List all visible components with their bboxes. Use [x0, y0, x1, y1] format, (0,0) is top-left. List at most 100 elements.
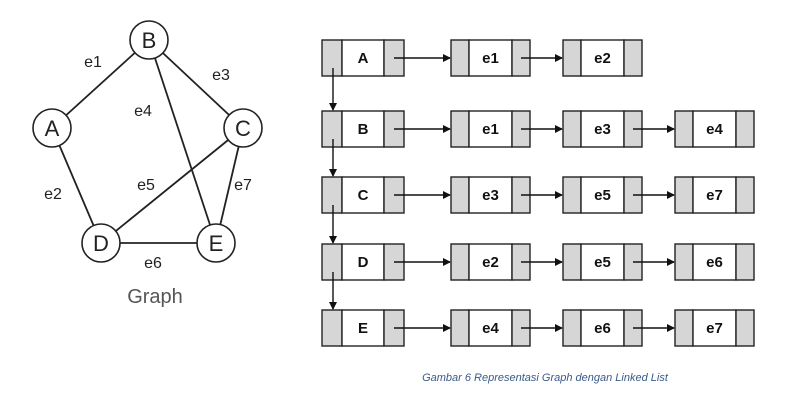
list-node-C-e3-part-0	[450, 176, 470, 214]
list-node-A-e2-part-1	[580, 39, 625, 77]
graph-title: Graph	[127, 286, 183, 308]
graph-node-C	[223, 108, 263, 148]
list-node-B-e1: e1	[450, 110, 531, 148]
list-node-D-e5-part-1	[580, 243, 625, 281]
list-node-C-e5: e5	[562, 176, 643, 214]
list-node-D-e6-label: e6	[706, 254, 723, 271]
list-head-E-part-0	[321, 309, 343, 347]
graph-edge-label-e3: e3	[212, 67, 230, 84]
list-head-D-part-1	[341, 243, 385, 281]
graph-edge-label-e7: e7	[234, 177, 252, 194]
graph-node-label-E: E	[209, 231, 224, 256]
list-node-E-e7-part-0	[674, 309, 694, 347]
list-head-D-label: D	[358, 254, 369, 271]
list-node-A-e1-label: e1	[482, 50, 499, 67]
list-node-C-e5-label: e5	[594, 187, 611, 204]
list-node-A-e1-part-0	[450, 39, 470, 77]
list-node-E-e6: e6	[562, 309, 643, 347]
graph-node-D	[81, 223, 121, 263]
figure-caption: Gambar 6 Representasi Graph dengan Linke…	[422, 372, 668, 384]
list-node-B-e3: e3	[562, 110, 643, 148]
list-head-A: A	[321, 39, 405, 77]
list-head-C-part-0	[321, 176, 343, 214]
graph-edge-label-e4: e4	[134, 103, 152, 120]
list-node-B-e4: e4	[674, 110, 755, 148]
list-node-A-e2-part-2	[623, 39, 643, 77]
graph-edge-e2	[51, 127, 102, 244]
graph-edge-label-e2: e2	[44, 186, 62, 203]
list-node-D-e2-part-1	[468, 243, 513, 281]
list-node-D-e5-part-0	[562, 243, 582, 281]
list-node-E-e6-part-0	[562, 309, 582, 347]
graph-edge-e1	[51, 39, 150, 129]
graph-edge-label-e6: e6	[144, 255, 162, 272]
list-head-C-part-1	[341, 176, 385, 214]
list-node-A-e2: e2	[562, 39, 643, 77]
graph-node-B	[129, 20, 169, 60]
list-node-C-e7-part-1	[692, 176, 737, 214]
graph-edge-e5	[100, 127, 244, 244]
graph-node-A	[32, 108, 72, 148]
list-node-C-e7: e7	[674, 176, 755, 214]
list-node-A-e1: e1	[450, 39, 531, 77]
list-node-C-e5-part-1	[580, 176, 625, 214]
list-node-B-e4-part-1	[692, 110, 737, 148]
list-node-D-e5-label: e5	[594, 254, 611, 271]
list-head-D-part-0	[321, 243, 343, 281]
graph-edge-label-e1: e1	[84, 54, 102, 71]
list-node-E-e7: e7	[674, 309, 755, 347]
graph-edge-label-e5: e5	[137, 177, 155, 194]
list-head-B-label: B	[358, 121, 369, 138]
list-node-B-e4-part-0	[674, 110, 694, 148]
list-node-E-e6-part-1	[580, 309, 625, 347]
list-head-A-part-1	[341, 39, 385, 77]
list-node-D-e5: e5	[562, 243, 643, 281]
list-node-B-e1-part-1	[468, 110, 513, 148]
list-node-D-e2-part-0	[450, 243, 470, 281]
graph-nodes: A B C D E	[32, 20, 263, 263]
list-node-D-e2-label: e2	[482, 254, 499, 271]
list-node-E-e7-part-1	[692, 309, 737, 347]
list-node-D-e6: e6	[674, 243, 755, 281]
list-node-C-e3-part-1	[468, 176, 513, 214]
list-node-A-e1-part-1	[468, 39, 513, 77]
list-node-B-e4-part-2	[735, 110, 755, 148]
list-node-D-e6-part-0	[674, 243, 694, 281]
list-node-C-e3: e3	[450, 176, 531, 214]
list-node-B-e1-part-0	[450, 110, 470, 148]
graph-node-label-C: C	[235, 116, 251, 141]
list-head-B-part-0	[321, 110, 343, 148]
graph-node-label-B: B	[142, 28, 157, 53]
graph-node-label-D: D	[93, 231, 109, 256]
list-head-B-part-1	[341, 110, 385, 148]
list-node-B-e3-part-0	[562, 110, 582, 148]
list-node-E-e4-part-0	[450, 309, 470, 347]
list-head-A-part-0	[321, 39, 343, 77]
list-node-D-e6-part-2	[735, 243, 755, 281]
list-node-C-e7-part-2	[735, 176, 755, 214]
list-node-C-e7-part-0	[674, 176, 694, 214]
list-node-C-e7-label: e7	[706, 187, 723, 204]
list-node-E-e6-label: e6	[594, 320, 611, 337]
graph-node-label-A: A	[45, 116, 60, 141]
list-head-E-label: E	[358, 320, 368, 337]
graph-drawing: e1 e2 e3 e4 e5 e6 e7 A B C D E Graph	[32, 20, 263, 308]
list-node-E-e7-part-2	[735, 309, 755, 347]
list-head-E: E	[321, 309, 405, 347]
graph-node-E	[196, 223, 236, 263]
list-node-E-e4: e4	[450, 309, 531, 347]
list-node-B-e4-label: e4	[706, 121, 723, 138]
list-node-A-e2-part-0	[562, 39, 582, 77]
list-node-B-e3-label: e3	[594, 121, 611, 138]
list-node-E-e4-label: e4	[482, 320, 499, 337]
list-head-C-label: C	[358, 187, 369, 204]
list-node-C-e3-label: e3	[482, 187, 499, 204]
list-head-B: B	[321, 110, 405, 148]
list-node-E-e7-label: e7	[706, 320, 723, 337]
